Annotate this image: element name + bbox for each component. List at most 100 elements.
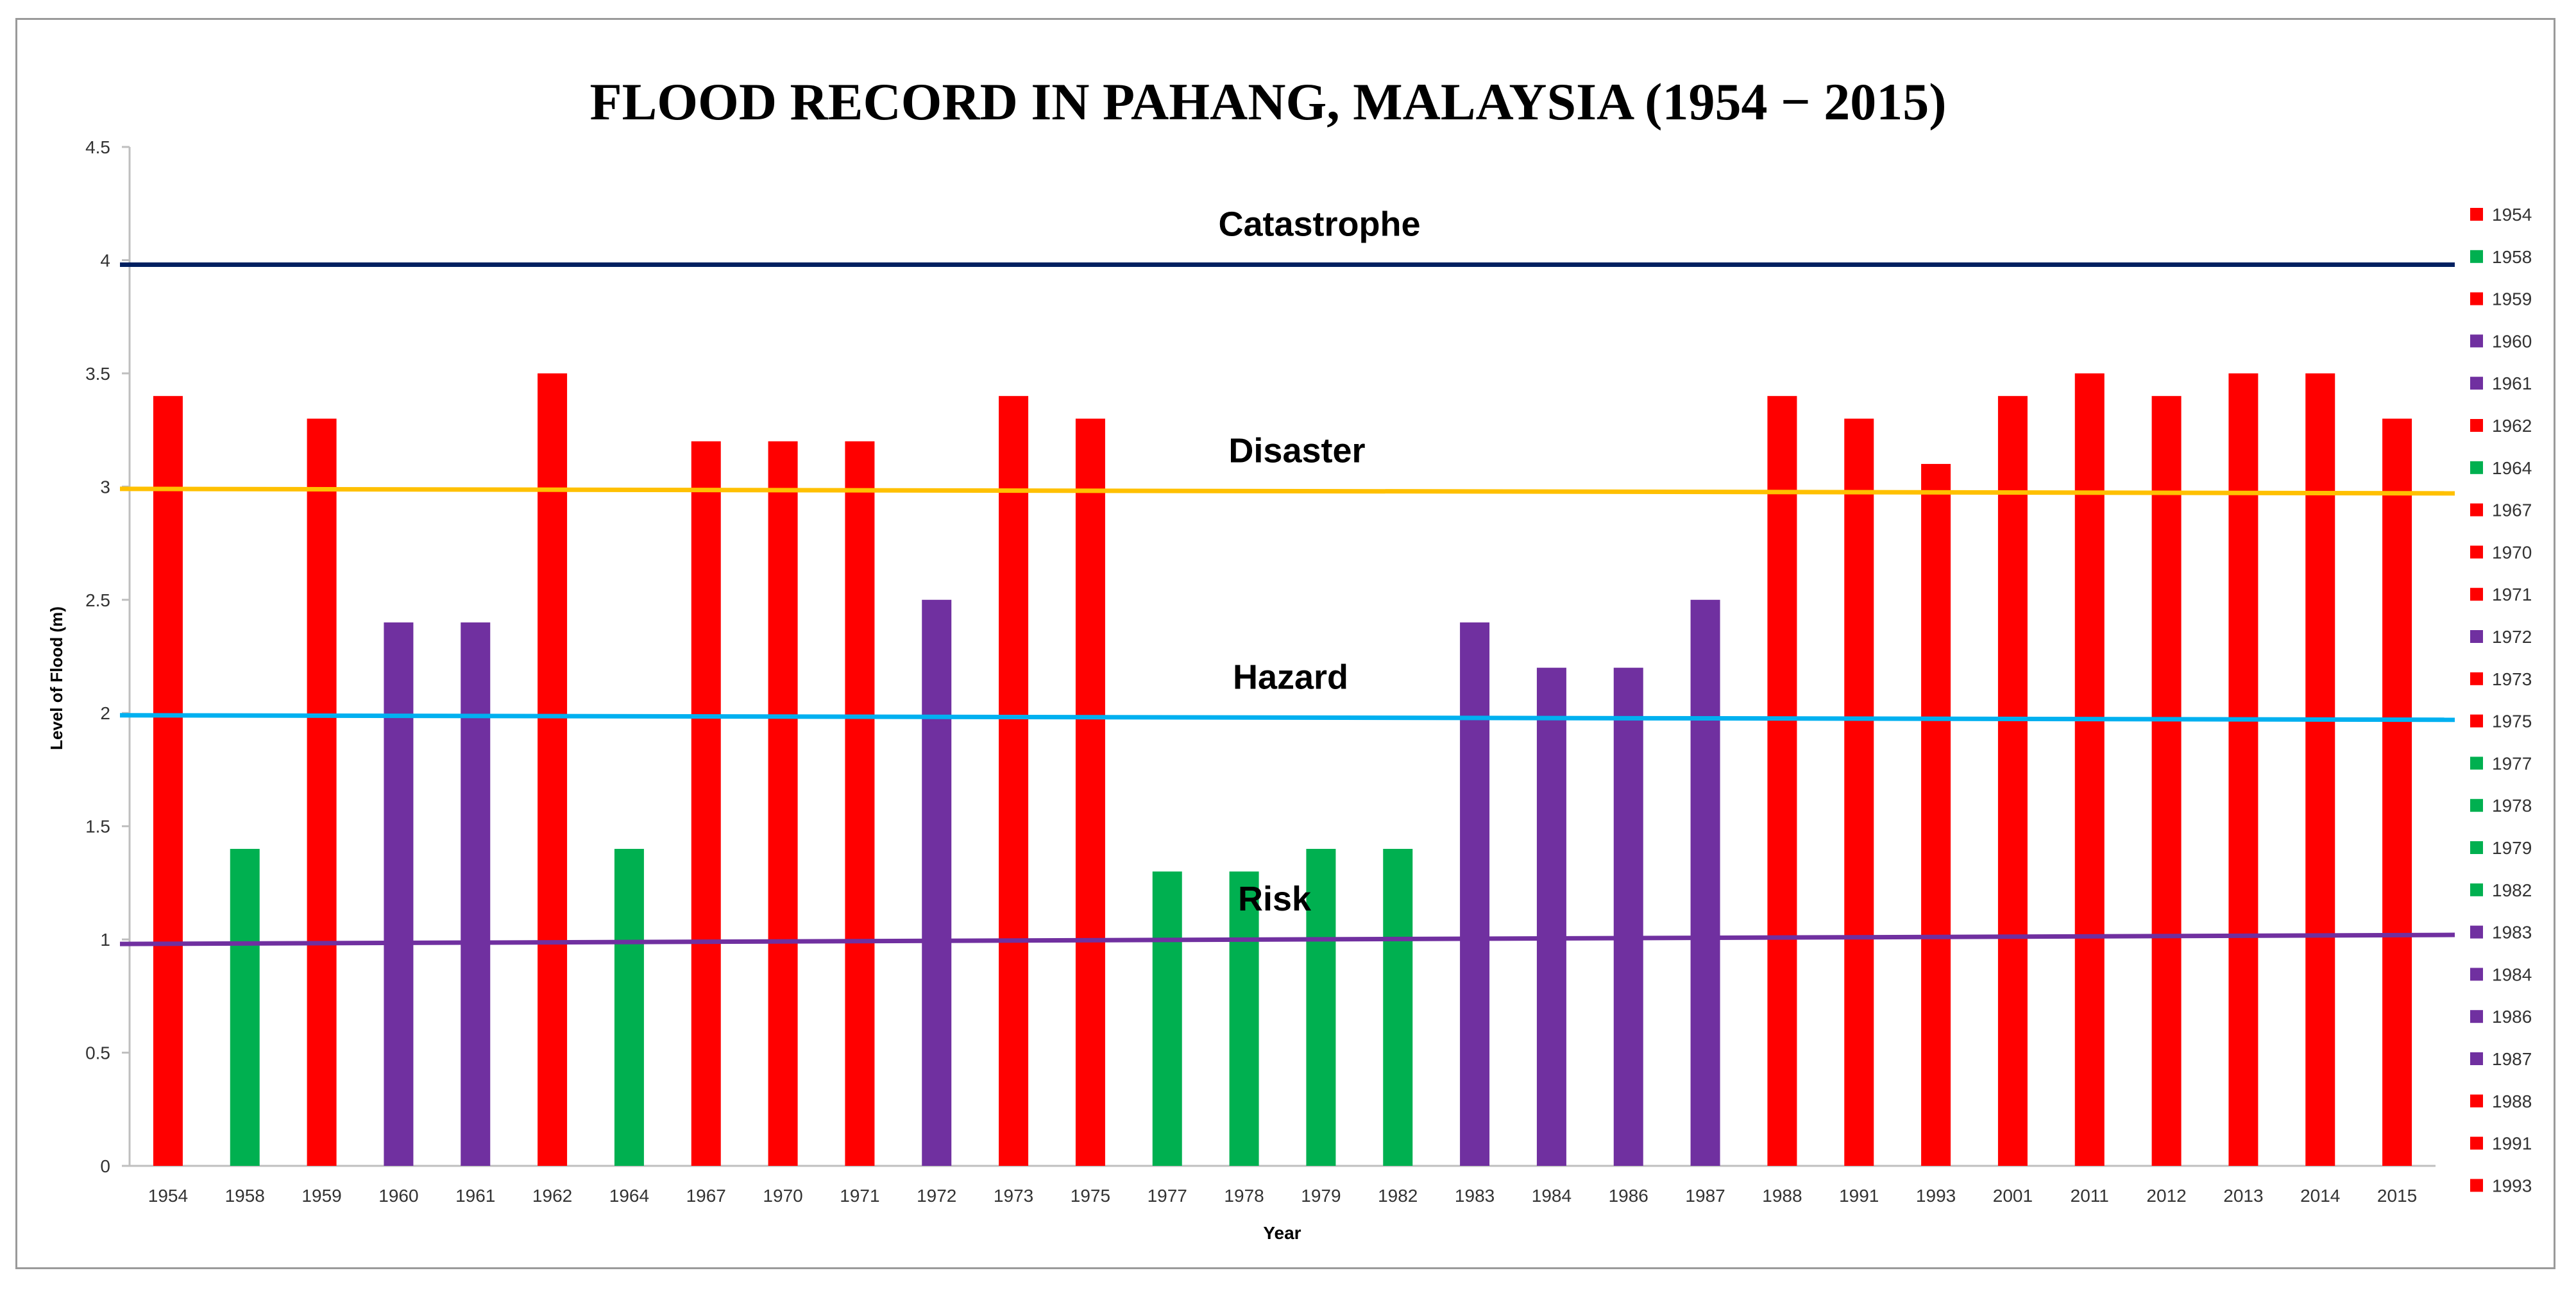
legend-swatch-1971 [2470,588,2483,601]
legend-swatch-1984 [2470,968,2483,981]
x-tick-label: 1954 [148,1186,188,1206]
bars [153,373,2412,1167]
chart-title: FLOOD RECORD IN PAHANG, MALAYSIA (1954 −… [589,73,1946,131]
bar-1960 [384,622,414,1166]
legend-swatch-1958 [2470,250,2483,263]
legend-label-1987: 1987 [2492,1049,2532,1069]
bar-1987 [1690,599,1720,1166]
x-tick-label: 2012 [2146,1186,2186,1206]
y-axis: 0 0.5 1 1.5 2 2.5 3 3.5 4 4.5 [85,137,131,1176]
legend-swatch-1978 [2470,799,2483,812]
legend-label-1958: 1958 [2492,247,2532,267]
x-tick-label: 1978 [1224,1186,1264,1206]
legend-label-1986: 1986 [2492,1007,2532,1027]
y-tick-label: 4 [100,250,110,270]
y-tick-label: 1.5 [85,817,110,837]
bar-1986 [1613,667,1643,1166]
legend-swatch-1964 [2470,461,2483,474]
y-tick-label: 0.5 [85,1043,110,1063]
bar-1988 [1767,396,1797,1167]
bar-1975 [1075,418,1105,1166]
y-tick-label: 3 [100,477,110,497]
bar-1970 [768,441,798,1166]
chart-frame: FLOOD RECORD IN PAHANG, MALAYSIA (1954 −… [15,18,2555,1269]
x-tick-label: 1972 [917,1186,956,1206]
y-tick-label: 2 [100,703,110,723]
legend-swatch-1983 [2470,925,2483,939]
bar-1983 [1460,622,1490,1166]
legend-label-1960: 1960 [2492,331,2532,351]
x-tick-label: 1988 [1762,1186,1802,1206]
bar-1977 [1152,871,1182,1166]
legend-label-1984: 1984 [2492,964,2532,984]
legend-label-1964: 1964 [2492,458,2532,478]
legend-label-1962: 1962 [2492,416,2532,436]
x-tick-label: 1983 [1455,1186,1495,1206]
legend-swatch-1988 [2470,1094,2483,1107]
x-tick-label: 2001 [1993,1186,2033,1206]
legend-swatch-1954 [2470,208,2483,221]
legend-label-1954: 1954 [2492,205,2532,225]
threshold-lines: Catastrophe Disaster Hazard Risk [119,205,2455,946]
bar-1982 [1383,848,1413,1166]
x-tick-label: 2014 [2300,1186,2340,1206]
x-tick-label: 1993 [1916,1186,1956,1206]
legend-swatch-1991 [2470,1136,2483,1150]
legend-swatch-1977 [2470,757,2483,770]
legend-swatch-1982 [2470,883,2483,896]
bar-2014 [2305,373,2335,1166]
x-tick-label: 1959 [301,1186,341,1206]
bar-1962 [538,373,568,1166]
legend-swatch-1970 [2470,545,2483,559]
legend-swatch-1959 [2470,292,2483,305]
bar-1973 [999,396,1029,1167]
legend-swatch-1975 [2470,714,2483,728]
y-tick-label: 2.5 [85,590,110,610]
chart: FLOOD RECORD IN PAHANG, MALAYSIA (1954 −… [47,73,2532,1243]
legend-label-1988: 1988 [2492,1091,2532,1111]
x-tick-label: 1971 [840,1186,879,1206]
bar-2013 [2228,373,2258,1166]
bar-1961 [461,622,491,1166]
legend-swatch-1967 [2470,503,2483,517]
legend-label-1967: 1967 [2492,500,2532,520]
legend-label-1972: 1972 [2492,627,2532,647]
legend-label-1971: 1971 [2492,585,2532,604]
legend-label-1959: 1959 [2492,289,2532,309]
legend-label-1961: 1961 [2492,373,2532,393]
threshold-label-risk: Risk [1238,880,1312,918]
threshold-line-disaster [119,486,2455,496]
x-tick-label: 2013 [2223,1186,2263,1206]
legend-label-1977: 1977 [2492,753,2532,773]
bar-1979 [1306,848,1336,1166]
legend-label-1973: 1973 [2492,669,2532,689]
x-tick-label: 1970 [763,1186,802,1206]
x-tick-label: 1964 [609,1186,649,1206]
legend-label-1983: 1983 [2492,923,2532,943]
bar-2012 [2151,396,2182,1167]
y-tick-label: 1 [100,930,110,950]
bar-1984 [1536,667,1566,1166]
legend-label-1993: 1993 [2492,1176,2532,1195]
legend-swatch-1961 [2470,377,2483,390]
x-tick-label: 1962 [532,1186,572,1206]
x-tick-label: 1973 [994,1186,1033,1206]
y-tick-label: 0 [100,1156,110,1176]
legend: 1954 1958 1959 1960 1961 1962 1964 1967 1970 1971… [2470,205,2532,1195]
threshold-label-disaster: Disaster [1228,431,1365,470]
threshold-line-hazard [119,713,2455,722]
legend-swatch-1962 [2470,419,2483,432]
legend-label-1975: 1975 [2492,712,2532,731]
bar-1959 [307,418,337,1166]
x-tick-label: 1987 [1685,1186,1725,1206]
bar-1954 [153,396,183,1167]
legend-swatch-1960 [2470,334,2483,348]
y-axis-label: Level of Flood (m) [47,606,66,750]
x-tick-label: 1979 [1301,1186,1341,1206]
bar-1991 [1844,418,1874,1166]
x-tick-label: 1961 [455,1186,495,1206]
legend-label-1991: 1991 [2492,1134,2532,1154]
threshold-label-catastrophe: Catastrophe [1218,205,1420,244]
x-tick-label: 1982 [1378,1186,1418,1206]
bar-2001 [1997,396,2028,1167]
